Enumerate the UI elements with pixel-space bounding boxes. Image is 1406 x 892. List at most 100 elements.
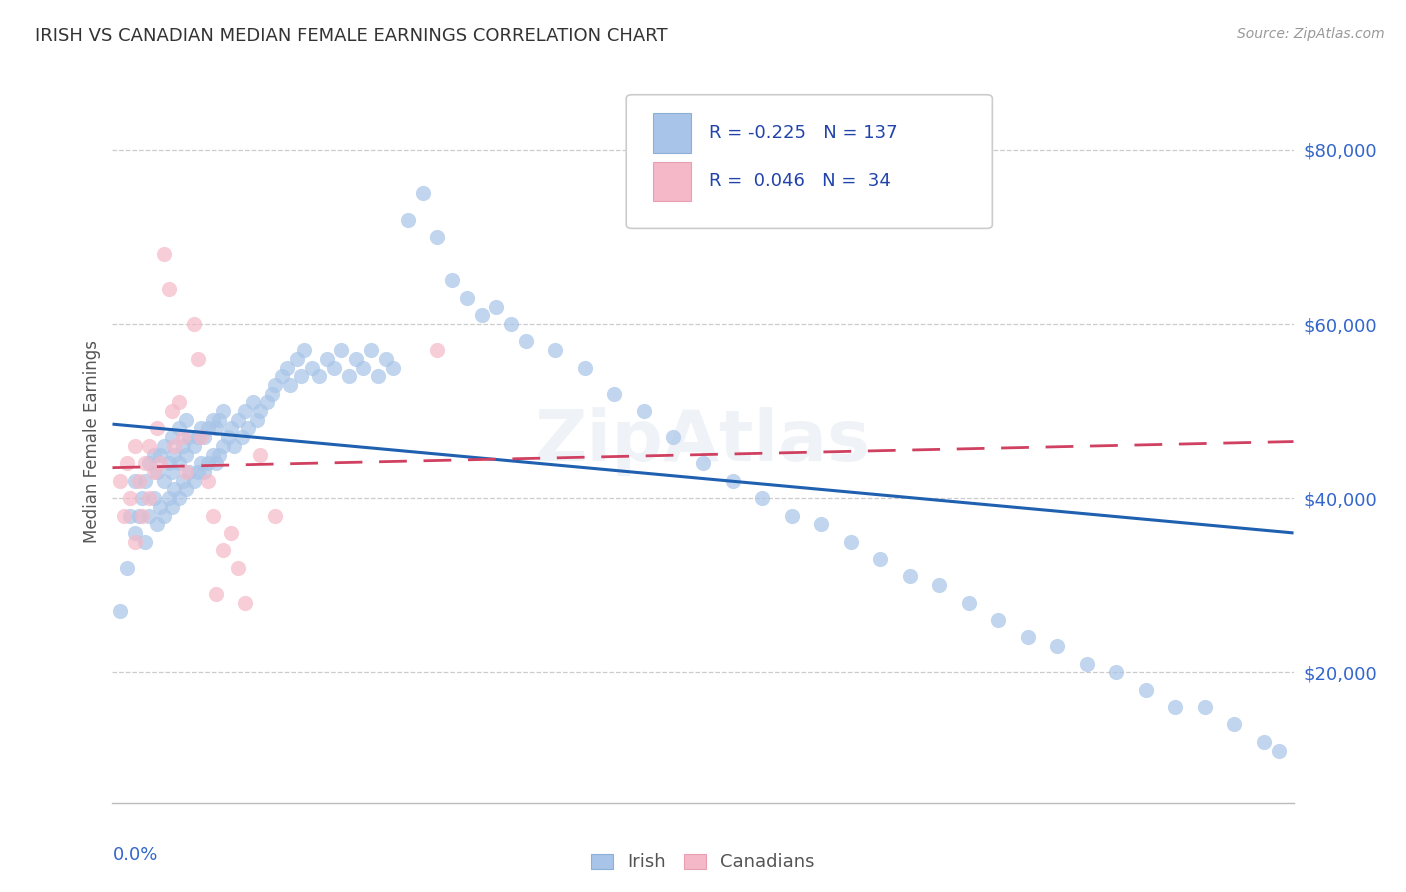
Text: R =  0.046   N =  34: R = 0.046 N = 34	[709, 172, 891, 190]
Point	[163, 448, 186, 462]
Point	[957, 596, 980, 610]
Point	[226, 413, 249, 427]
Point	[751, 491, 773, 505]
Point	[197, 421, 219, 435]
Point	[167, 421, 190, 435]
Point	[662, 430, 685, 444]
Point	[485, 300, 508, 314]
Point	[153, 474, 176, 488]
Point	[201, 413, 224, 427]
Point	[219, 421, 242, 435]
Point	[839, 534, 862, 549]
Point	[179, 430, 201, 444]
Point	[187, 430, 209, 444]
Point	[183, 474, 205, 488]
Point	[233, 596, 256, 610]
Point	[456, 291, 478, 305]
Point	[190, 421, 212, 435]
Point	[208, 413, 231, 427]
Point	[1017, 631, 1039, 645]
Point	[219, 525, 242, 540]
Point	[337, 369, 360, 384]
Point	[167, 395, 190, 409]
Point	[153, 439, 176, 453]
Point	[411, 186, 433, 201]
Point	[124, 525, 146, 540]
Point	[249, 404, 271, 418]
FancyBboxPatch shape	[654, 113, 692, 153]
Point	[149, 448, 172, 462]
Point	[231, 430, 253, 444]
Point	[276, 360, 298, 375]
Point	[172, 430, 194, 444]
Point	[285, 351, 308, 366]
Point	[146, 465, 169, 479]
Point	[212, 439, 235, 453]
Point	[1268, 743, 1291, 757]
Point	[928, 578, 950, 592]
Point	[157, 282, 180, 296]
Point	[301, 360, 323, 375]
Point	[117, 561, 138, 575]
Point	[120, 491, 142, 505]
Point	[193, 465, 215, 479]
Point	[360, 343, 382, 358]
Point	[153, 508, 176, 523]
Point	[330, 343, 353, 358]
Point	[1223, 717, 1246, 731]
Point	[174, 448, 197, 462]
Point	[134, 534, 156, 549]
Point	[292, 343, 315, 358]
Point	[108, 604, 131, 618]
Point	[138, 439, 160, 453]
Text: Source: ZipAtlas.com: Source: ZipAtlas.com	[1237, 27, 1385, 41]
Point	[222, 439, 245, 453]
Point	[138, 491, 160, 505]
Point	[987, 613, 1010, 627]
Point	[233, 404, 256, 418]
Legend: Irish, Canadians: Irish, Canadians	[583, 847, 823, 879]
Point	[174, 413, 197, 427]
Point	[256, 395, 278, 409]
Point	[146, 517, 169, 532]
Point	[1194, 700, 1216, 714]
Point	[193, 430, 215, 444]
Text: IRISH VS CANADIAN MEDIAN FEMALE EARNINGS CORRELATION CHART: IRISH VS CANADIAN MEDIAN FEMALE EARNINGS…	[35, 27, 668, 45]
FancyBboxPatch shape	[626, 95, 993, 228]
Point	[197, 456, 219, 470]
Point	[183, 439, 205, 453]
Point	[382, 360, 405, 375]
Y-axis label: Median Female Earnings: Median Female Earnings	[83, 340, 101, 543]
Point	[163, 439, 186, 453]
Point	[108, 474, 131, 488]
Point	[1253, 735, 1275, 749]
Point	[157, 491, 180, 505]
Point	[142, 491, 165, 505]
Point	[124, 439, 146, 453]
Point	[692, 456, 714, 470]
Point	[367, 369, 389, 384]
Point	[780, 508, 803, 523]
Point	[323, 360, 346, 375]
Point	[205, 456, 228, 470]
Point	[1046, 639, 1069, 653]
Point	[167, 456, 190, 470]
Point	[149, 500, 172, 514]
Point	[128, 474, 150, 488]
Point	[146, 421, 169, 435]
Point	[167, 491, 190, 505]
Point	[172, 474, 194, 488]
Point	[396, 212, 419, 227]
Point	[205, 587, 228, 601]
Point	[205, 421, 228, 435]
Text: R = -0.225   N = 137: R = -0.225 N = 137	[709, 124, 897, 142]
Point	[172, 439, 194, 453]
Point	[149, 456, 172, 470]
Point	[898, 569, 921, 583]
Point	[352, 360, 374, 375]
Point	[426, 230, 449, 244]
FancyBboxPatch shape	[654, 161, 692, 202]
Point	[278, 378, 301, 392]
Point	[131, 491, 153, 505]
Point	[810, 517, 832, 532]
